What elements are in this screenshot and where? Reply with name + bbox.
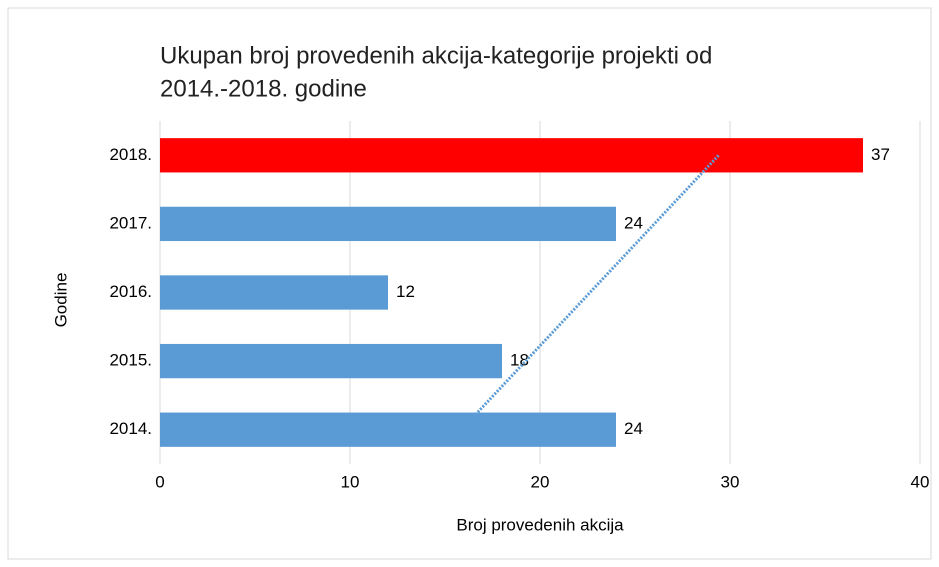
bar [160, 206, 616, 242]
bar [160, 412, 616, 447]
x-tick-label: 20 [531, 472, 550, 491]
y-axis-title: Godine [51, 273, 70, 328]
bar [160, 275, 388, 310]
bar [160, 138, 863, 173]
y-tick-label: 2016. [109, 282, 152, 301]
data-label: 37 [871, 145, 890, 164]
data-label: 12 [396, 282, 415, 301]
chart-title: Ukupan broj provedenih akcija-kategorije… [160, 42, 712, 69]
y-tick-label: 2014. [109, 419, 152, 438]
data-label: 24 [624, 213, 643, 232]
x-tick-label: 10 [341, 472, 360, 491]
y-tick-label: 2015. [109, 351, 152, 370]
x-tick-label: 40 [911, 472, 930, 491]
x-axis-title: Broj provedenih akcija [456, 515, 624, 534]
y-tick-label: 2017. [109, 213, 152, 232]
x-tick-label: 30 [721, 472, 740, 491]
y-tick-label: 2018. [109, 145, 152, 164]
x-tick-label: 0 [155, 472, 164, 491]
data-label: 18 [510, 351, 529, 370]
data-label: 24 [624, 419, 643, 438]
bar [160, 343, 502, 379]
chart-title: 2014.-2018. godine [160, 75, 367, 102]
